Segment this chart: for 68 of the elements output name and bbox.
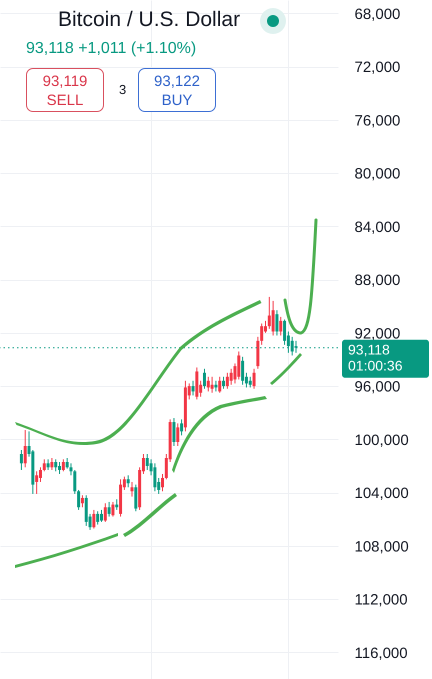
- y-tick-label: 100,000: [354, 432, 409, 449]
- y-tick-label: 92,000: [354, 325, 400, 342]
- candlestick: [268, 296, 271, 330]
- candlestick: [214, 380, 218, 392]
- text: 93,118 +1,011 (+1.10%): [26, 40, 196, 58]
- candlestick: [272, 300, 275, 336]
- candlestick: [241, 356, 244, 386]
- candlestick: [42, 458, 46, 472]
- candlestick: [50, 457, 54, 470]
- candlestick: [108, 501, 111, 518]
- candlestick: [202, 368, 206, 390]
- y-tick-label: 84,000: [354, 218, 400, 236]
- candlestick: [275, 310, 278, 336]
- candlestick: [161, 473, 164, 492]
- y-tick-label: 72,000: [354, 59, 400, 76]
- annotation: 3: [119, 82, 126, 97]
- y-tick-label: 108,000: [354, 538, 409, 556]
- candlestick: [84, 494, 88, 526]
- candlestick: [80, 494, 84, 508]
- candlestick: [92, 509, 96, 530]
- candlestick: [54, 458, 58, 472]
- candlestick: [46, 458, 50, 470]
- candlestick: [206, 376, 210, 392]
- y-tick-label: 112,000: [354, 592, 408, 609]
- y-tick-label: 96,000: [354, 378, 400, 396]
- candlestick: [104, 502, 107, 522]
- candlestick: [58, 461, 62, 474]
- annotation: SELL: [46, 91, 84, 110]
- candlestick: [283, 319, 286, 346]
- annotation: 93,122: [153, 72, 201, 91]
- candlestick: [176, 422, 180, 447]
- y-tick-label: 88,000: [354, 272, 400, 290]
- candlestick: [66, 457, 69, 470]
- candlestick: [35, 470, 38, 494]
- candlestick: [248, 376, 252, 388]
- chart-title: Bitcoin / U.S. Dollar: [58, 8, 240, 32]
- y-tick-label: 68,000: [354, 6, 400, 23]
- annotation: 93,119: [42, 72, 88, 91]
- candlestick: [69, 462, 72, 476]
- candlestick: [192, 380, 195, 396]
- candlestick: [96, 510, 100, 526]
- candlestick: [111, 501, 114, 518]
- candlestick: [100, 509, 103, 522]
- y-tick-label: 104,000: [354, 485, 409, 502]
- candlestick: [62, 458, 65, 472]
- candlestick: [24, 430, 27, 468]
- candlestick: [38, 466, 42, 482]
- y-tick-label: 80,000: [354, 166, 400, 183]
- y-tick-label: 76,000: [354, 112, 400, 130]
- candlestick: [172, 418, 176, 447]
- candlestick: [222, 376, 226, 390]
- candlestick: [210, 376, 214, 394]
- candlestick: [218, 376, 222, 394]
- candlestick: [153, 462, 156, 492]
- candlestick: [279, 316, 282, 336]
- y-tick-label: 116,000: [354, 644, 408, 662]
- candlestick: [180, 418, 184, 436]
- candlestick: [252, 368, 256, 390]
- candlestick: [134, 484, 138, 512]
- candlestick: [226, 372, 229, 390]
- candlestick: [230, 368, 233, 386]
- ref-line-label: 93,118 01:00:36: [348, 342, 403, 374]
- annotation: BUY: [160, 91, 194, 110]
- candlestick: [237, 350, 240, 380]
- candlestick: [130, 481, 134, 498]
- candlestick: [126, 474, 130, 488]
- candlestick: [115, 498, 118, 510]
- candlestick: [20, 450, 23, 470]
